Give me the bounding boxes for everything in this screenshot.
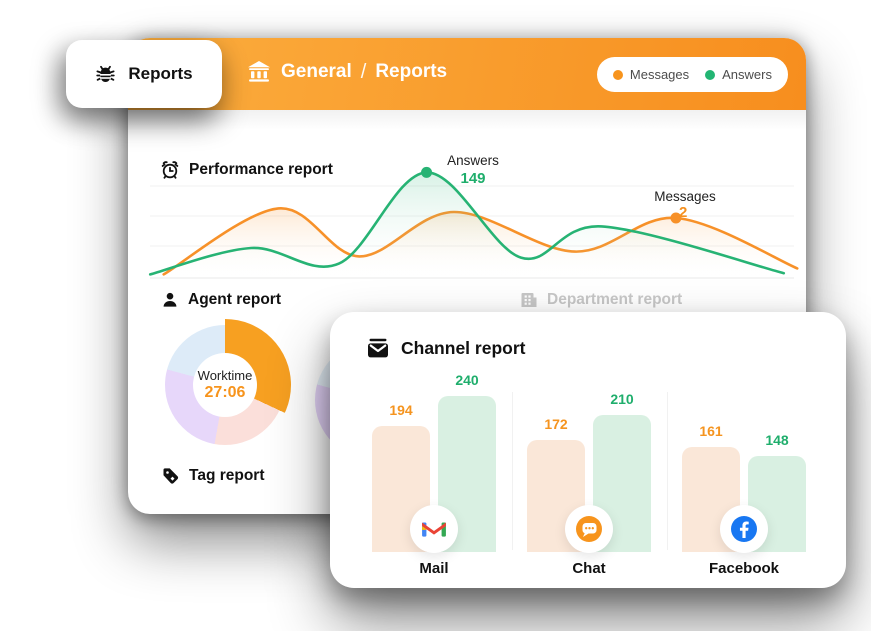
breadcrumb-separator: / (360, 60, 367, 83)
reports-tab-label: Reports (128, 64, 193, 83)
section-label: Channel report (401, 338, 526, 358)
facebook-messages-value: 161 (699, 423, 723, 439)
performance-chart-svg (148, 166, 799, 279)
gmail-icon (410, 505, 458, 553)
group-divider (512, 392, 513, 550)
performance-report-title[interactable]: Performance report (160, 160, 333, 180)
worktime-donut-center: Worktime 27:06 (193, 353, 257, 417)
channel-report-card: Channel report 194 240 Mail 172 210 Chat 161 14… (330, 312, 846, 588)
legend-item-answers[interactable]: Answers (705, 67, 772, 82)
chat-messages-value: 172 (544, 416, 568, 432)
legend-label: Answers (722, 67, 772, 82)
answers-area (150, 172, 784, 278)
breadcrumb-section[interactable]: General (281, 61, 352, 82)
facebook-answers-value: 148 (765, 432, 789, 448)
breadcrumb-page[interactable]: Reports (375, 61, 448, 82)
messages-marker (670, 212, 682, 224)
bug-icon (95, 64, 116, 85)
panel-header: General / Reports Messages Answers (128, 38, 806, 110)
answers-marker (421, 166, 433, 178)
alarm-clock-icon (160, 160, 180, 180)
messages-annotation-label: Messages (654, 189, 716, 204)
answers-annotation-label: Answers (447, 153, 499, 168)
section-label: Performance report (189, 161, 333, 178)
legend-label: Messages (629, 67, 690, 82)
performance-chart (130, 150, 804, 294)
tag-report-title[interactable]: Tag report (161, 466, 265, 485)
facebook-icon (720, 505, 768, 553)
legend-item-messages[interactable]: Messages (612, 67, 690, 82)
department-report-title[interactable]: Department report (520, 291, 682, 309)
worktime-value: 27:06 (204, 384, 246, 401)
channel-label-facebook: Facebook (708, 560, 780, 577)
building-icon (520, 291, 538, 309)
chat-answers-value: 210 (610, 391, 634, 407)
group-divider (667, 392, 668, 550)
section-label: Tag report (189, 466, 265, 484)
channel-label-mail: Mail (419, 560, 449, 577)
legend-dot (612, 69, 623, 80)
person-icon (161, 291, 179, 309)
bank-icon (246, 60, 272, 84)
mail-answers-value: 240 (455, 372, 479, 388)
agent-report-title[interactable]: Agent report (161, 291, 281, 309)
mail-messages-value: 194 (389, 402, 413, 418)
chart-legend: Messages Answers (596, 57, 788, 92)
channel-report-title: Channel report (366, 338, 525, 359)
breadcrumb: General / Reports (246, 60, 447, 84)
messages-annotation-value: 2 (679, 204, 688, 221)
tag-icon (161, 466, 180, 485)
section-label: Department report (547, 291, 683, 308)
messages-annotation: Messages (640, 189, 730, 206)
inbox-icon (366, 338, 390, 359)
channel-label-chat: Chat (572, 560, 606, 577)
legend-dot (705, 69, 716, 80)
section-label: Agent report (188, 291, 281, 308)
worktime-label: Worktime (197, 368, 253, 383)
header-shadow-fade (128, 110, 806, 130)
answers-annotation-value: 149 (460, 169, 486, 187)
chat-icon (565, 505, 613, 553)
reports-tab[interactable]: Reports (66, 40, 222, 108)
answers-annotation: Answers 149 (428, 153, 518, 189)
